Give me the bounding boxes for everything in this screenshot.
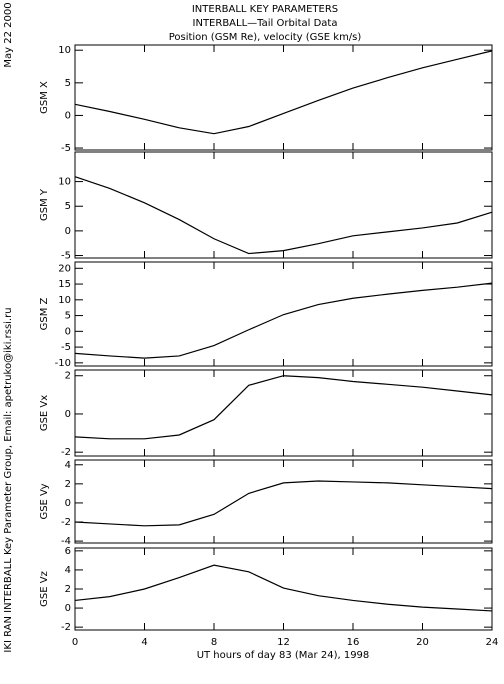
y-tick-label: 5 [65, 78, 71, 89]
panel-frame [74, 369, 493, 457]
x-tick-label: 12 [277, 637, 290, 648]
y-axis-label: GSM X [39, 81, 50, 114]
y-tick-label: 0 [65, 603, 71, 614]
x-tick-label: 24 [486, 637, 499, 648]
data-line [74, 564, 493, 612]
panel-frame [74, 151, 493, 259]
y-tick-label: -10 [55, 358, 71, 369]
x-tick-label: 4 [141, 637, 147, 648]
panel-frame [74, 459, 493, 544]
data-line [74, 375, 493, 440]
y-tick-label: -2 [61, 622, 71, 633]
y-tick-label: 15 [58, 279, 71, 290]
x-tick-label: 16 [347, 637, 360, 648]
title-line: INTERBALL KEY PARAMETERS [192, 4, 338, 15]
y-tick-label: 0 [65, 409, 71, 420]
y-tick-label: 20 [58, 263, 71, 274]
y-tick-label: -5 [61, 342, 71, 353]
y-tick-label: -2 [61, 447, 71, 458]
x-tick-label: 0 [72, 637, 78, 648]
data-line [74, 480, 493, 527]
y-tick-label: 4 [65, 565, 71, 576]
x-tick-label: 20 [416, 637, 429, 648]
y-tick-label: 2 [65, 479, 71, 490]
y-tick-label: 4 [65, 460, 71, 471]
y-tick-label: -5 [61, 251, 71, 262]
y-tick-label: 10 [58, 295, 71, 306]
data-line [74, 282, 493, 359]
x-tick-label: 8 [211, 637, 217, 648]
y-tick-label: 6 [65, 546, 71, 557]
title-line: Position (GSM Re), velocity (GSE km/s) [169, 32, 362, 43]
y-axis-label: GSE Vz [39, 571, 50, 607]
y-tick-label: 0 [65, 498, 71, 509]
panel-frame [74, 261, 493, 367]
y-tick-label: -5 [61, 143, 71, 154]
data-line [74, 50, 493, 135]
y-tick-label: 0 [65, 110, 71, 121]
x-axis-label: UT hours of day 83 (Mar 24), 1998 [197, 650, 370, 661]
y-tick-label: 10 [58, 45, 71, 56]
y-tick-label: 5 [65, 311, 71, 322]
y-axis-label: GSM Z [39, 297, 50, 330]
y-tick-label: 0 [65, 226, 71, 237]
title-line: INTERBALL—Tail Orbital Data [193, 18, 338, 29]
y-tick-label: -2 [61, 517, 71, 528]
y-tick-label: 2 [65, 371, 71, 382]
y-tick-label: 2 [65, 584, 71, 595]
date: May 22 2000 [3, 2, 14, 67]
y-axis-label: GSM Y [39, 188, 50, 221]
y-tick-label: 5 [65, 201, 71, 212]
data-line [74, 176, 493, 255]
y-tick-label: 10 [58, 177, 71, 188]
y-axis-label: GSE Vy [39, 483, 50, 519]
panel-frame [74, 547, 493, 631]
panel-frame [74, 44, 493, 151]
y-axis-label: GSE Vx [39, 395, 50, 431]
credit: IKI RAN INTERBALL Key Parameter Group, E… [3, 307, 14, 652]
y-tick-label: -4 [61, 536, 71, 547]
y-tick-label: 0 [65, 326, 71, 337]
